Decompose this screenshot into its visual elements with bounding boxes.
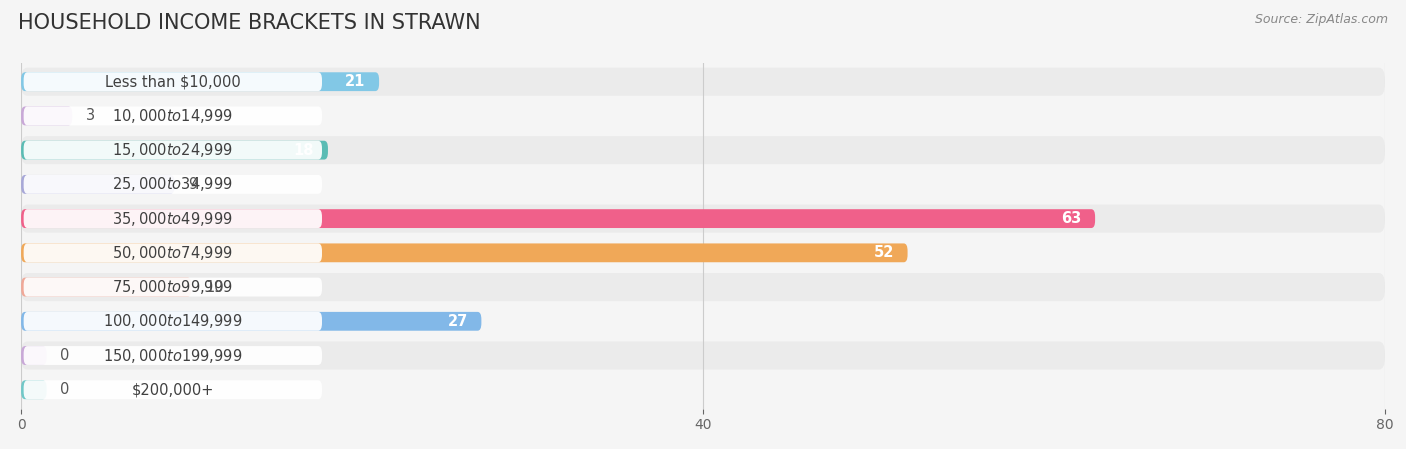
FancyBboxPatch shape <box>21 170 1385 198</box>
FancyBboxPatch shape <box>24 243 322 262</box>
Text: 9: 9 <box>188 177 197 192</box>
Text: $75,000 to $99,999: $75,000 to $99,999 <box>112 278 233 296</box>
FancyBboxPatch shape <box>21 141 328 159</box>
Text: 63: 63 <box>1062 211 1081 226</box>
FancyBboxPatch shape <box>21 106 72 125</box>
FancyBboxPatch shape <box>24 72 322 91</box>
FancyBboxPatch shape <box>24 277 322 296</box>
Text: 27: 27 <box>447 314 468 329</box>
Text: Less than $10,000: Less than $10,000 <box>105 74 240 89</box>
FancyBboxPatch shape <box>21 209 1095 228</box>
Text: 0: 0 <box>60 382 70 397</box>
Text: $100,000 to $149,999: $100,000 to $149,999 <box>103 313 242 330</box>
Text: Source: ZipAtlas.com: Source: ZipAtlas.com <box>1254 13 1388 26</box>
FancyBboxPatch shape <box>21 380 46 399</box>
FancyBboxPatch shape <box>21 346 46 365</box>
FancyBboxPatch shape <box>24 209 322 228</box>
FancyBboxPatch shape <box>21 243 908 262</box>
FancyBboxPatch shape <box>24 312 322 331</box>
FancyBboxPatch shape <box>21 175 174 194</box>
Text: $35,000 to $49,999: $35,000 to $49,999 <box>112 210 233 228</box>
Text: 21: 21 <box>344 74 366 89</box>
Text: 3: 3 <box>86 108 96 123</box>
Text: $15,000 to $24,999: $15,000 to $24,999 <box>112 141 233 159</box>
FancyBboxPatch shape <box>21 239 1385 267</box>
Text: 10: 10 <box>205 280 224 295</box>
Text: $150,000 to $199,999: $150,000 to $199,999 <box>103 347 242 365</box>
Text: 0: 0 <box>60 348 70 363</box>
Text: $50,000 to $74,999: $50,000 to $74,999 <box>112 244 233 262</box>
Text: 18: 18 <box>294 143 315 158</box>
Text: $10,000 to $14,999: $10,000 to $14,999 <box>112 107 233 125</box>
FancyBboxPatch shape <box>21 136 1385 164</box>
FancyBboxPatch shape <box>21 342 1385 370</box>
Text: $25,000 to $34,999: $25,000 to $34,999 <box>112 176 233 194</box>
FancyBboxPatch shape <box>24 380 322 399</box>
FancyBboxPatch shape <box>21 277 191 296</box>
FancyBboxPatch shape <box>21 376 1385 404</box>
FancyBboxPatch shape <box>24 141 322 159</box>
FancyBboxPatch shape <box>21 102 1385 130</box>
Text: 52: 52 <box>873 245 894 260</box>
Text: HOUSEHOLD INCOME BRACKETS IN STRAWN: HOUSEHOLD INCOME BRACKETS IN STRAWN <box>18 13 481 34</box>
FancyBboxPatch shape <box>21 72 380 91</box>
FancyBboxPatch shape <box>21 205 1385 233</box>
FancyBboxPatch shape <box>21 307 1385 335</box>
FancyBboxPatch shape <box>24 106 322 125</box>
Text: $200,000+: $200,000+ <box>132 382 214 397</box>
FancyBboxPatch shape <box>21 312 481 331</box>
FancyBboxPatch shape <box>24 175 322 194</box>
FancyBboxPatch shape <box>21 68 1385 96</box>
FancyBboxPatch shape <box>24 346 322 365</box>
FancyBboxPatch shape <box>21 273 1385 301</box>
